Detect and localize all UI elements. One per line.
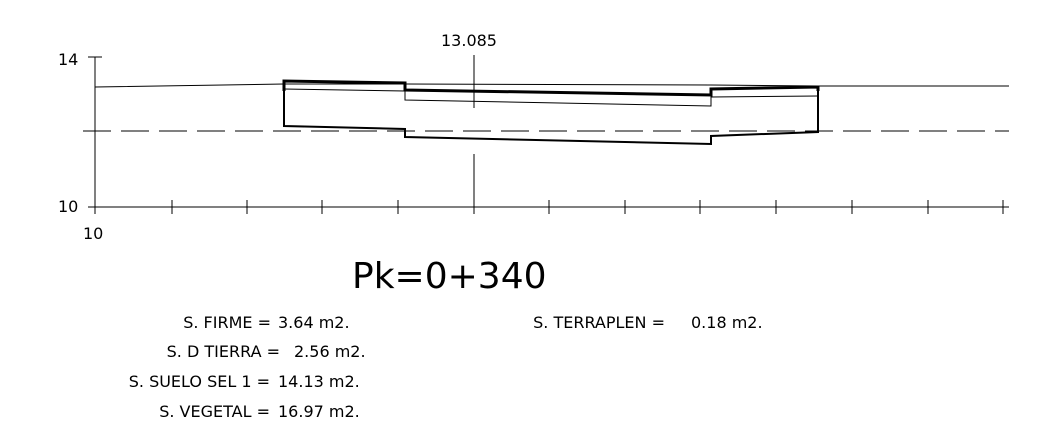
area-label-terraplen: S. TERRAPLEN = — [533, 313, 665, 332]
section-title: Pk=0+340 — [352, 256, 547, 297]
area-label-suelo-sel: S. SUELO SEL 1 = — [128, 372, 270, 391]
road-surface-line — [282, 79, 820, 97]
area-label-firme: S. FIRME = — [183, 313, 271, 332]
terrain-line — [94, 83, 1009, 88]
x-axis-ticks — [94, 200, 1004, 214]
area-label-vegetal: S. VEGETAL = — [159, 402, 270, 421]
area-value-vegetal: 16.97 m2. — [278, 402, 360, 421]
area-value-terraplen: 0.18 m2. — [691, 313, 763, 332]
excavation-bottom-line — [283, 86, 819, 146]
area-label-d-tierra: S. D TIERRA = — [166, 342, 280, 361]
area-value-d-tierra: 2.56 m2. — [294, 342, 366, 361]
y-axis-top-label: 14 — [58, 50, 79, 69]
y-axis-bottom-label: 10 — [58, 197, 79, 216]
x-axis-start-label: 10 — [83, 224, 104, 243]
area-value-firme: 3.64 m2. — [278, 313, 350, 332]
area-value-suelo-sel: 14.13 m2. — [278, 372, 360, 391]
axis-marker-value: 13.085 — [441, 31, 497, 50]
inner-layer-line — [283, 88, 819, 107]
